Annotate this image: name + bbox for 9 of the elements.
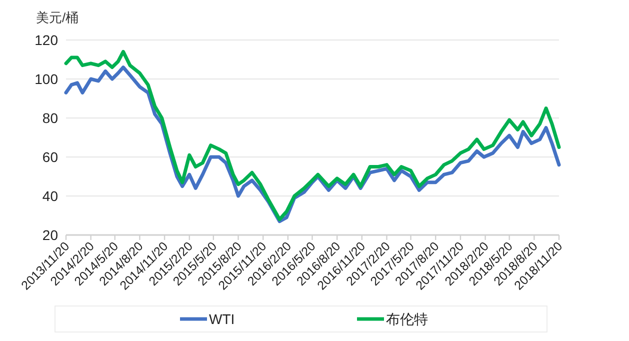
ytick: 100 [34,71,58,87]
ytick: 40 [42,188,58,204]
ytick: 120 [34,32,58,48]
legend-label: WTI [209,311,235,327]
ytick: 60 [42,149,58,165]
ylabel: 美元/桶 [36,10,79,25]
ytick: 80 [42,110,58,126]
ytick: 20 [42,227,58,243]
legend-label: 布伦特 [386,311,428,327]
